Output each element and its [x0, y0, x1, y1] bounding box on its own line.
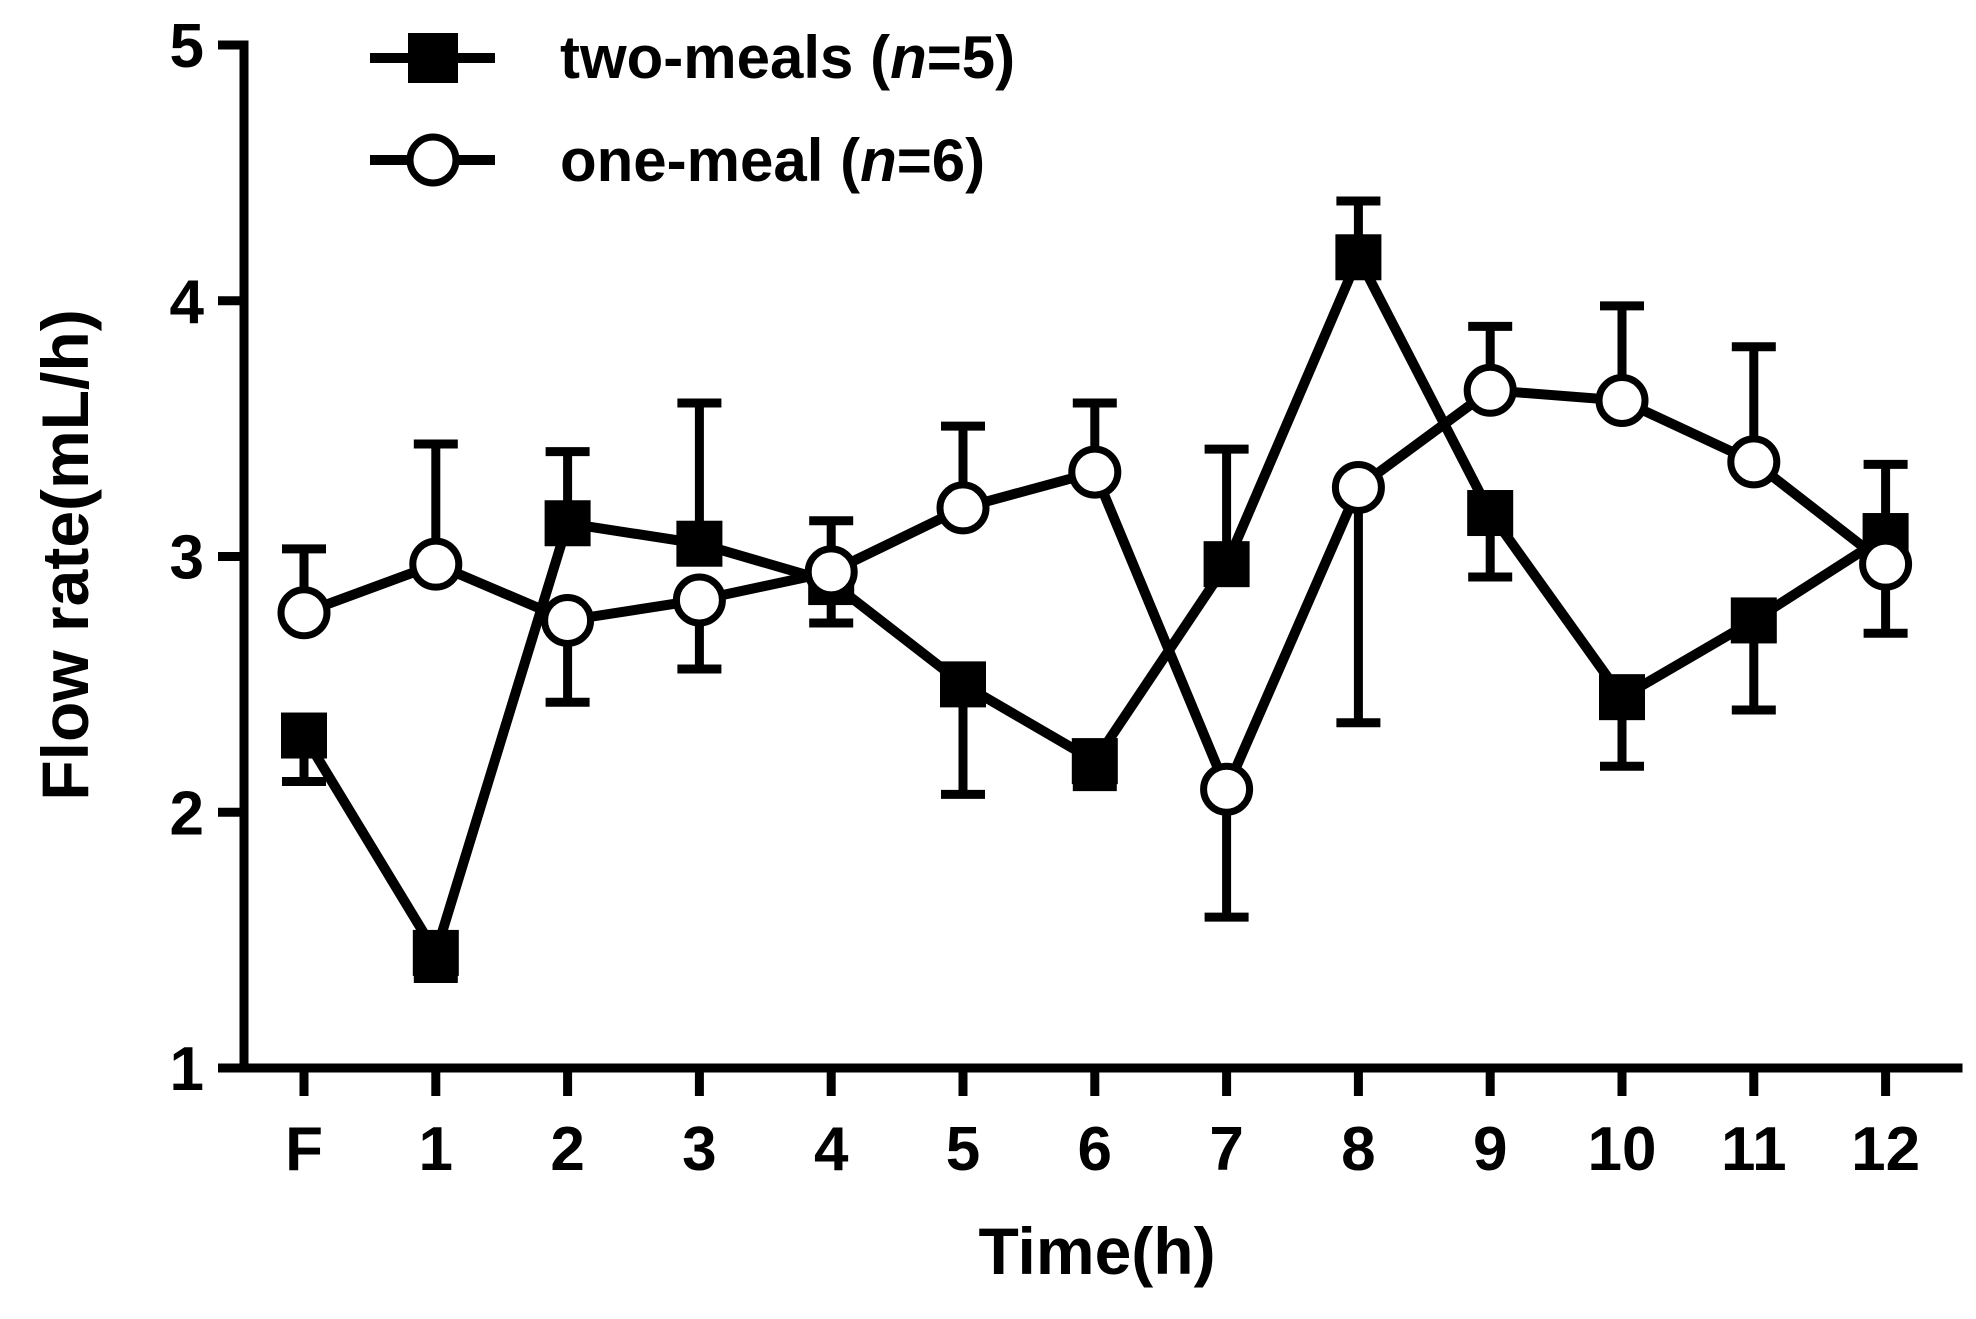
legend-marker-circle: [406, 133, 460, 187]
y-tick-label-1: 1: [170, 1035, 204, 1104]
one-meal-point-5: [936, 481, 990, 535]
two-meals-point-3: [676, 520, 723, 567]
legend: two-meals (n=5) one-meal (n=6): [370, 24, 1015, 194]
legend-name-one-meal: one-meal (: [560, 127, 860, 194]
error-bars-layer: [282, 196, 1908, 983]
legend-marker-square: [408, 33, 458, 83]
legend-count-one-meal: =6): [897, 127, 985, 194]
legend-label-two-meals: two-meals (n=5): [560, 24, 1015, 91]
one-meal-point-8: [1331, 460, 1385, 514]
y-tick-label-2: 2: [170, 779, 204, 848]
x-tick-label-12: 12: [1851, 1115, 1920, 1184]
y-axis-title: Flow rate(mL/h): [28, 309, 102, 800]
x-tick-label-7: 7: [1209, 1115, 1243, 1184]
one-meal-point-1: [409, 537, 463, 591]
one-meal-point-11: [1727, 435, 1781, 489]
legend-entry-two-meals: two-meals (n=5): [370, 24, 1015, 91]
x-tick-label-6: 6: [1078, 1115, 1112, 1184]
legend-n-one-meal: n: [860, 127, 897, 194]
two-meals-point-8: [1335, 234, 1382, 281]
two-meals-point-9: [1467, 490, 1514, 537]
series-lines-layer: [299, 245, 1889, 966]
x-tick-label-5: 5: [946, 1115, 980, 1184]
y-tick-label-3: 3: [170, 524, 204, 593]
two-meals-point-7: [1203, 541, 1250, 588]
legend-n-two-meals: n: [890, 24, 927, 91]
x-axis-title: Time(h): [978, 1214, 1215, 1288]
legend-entry-one-meal: one-meal (n=6): [370, 127, 985, 194]
x-tick-label-2: 2: [550, 1115, 584, 1184]
two-meals-point-5: [940, 661, 986, 708]
two-meals-point-6: [1071, 738, 1118, 785]
x-tick-label-F: F: [285, 1115, 323, 1184]
two-meals-point-10: [1599, 674, 1645, 721]
y-tick-label-4: 4: [170, 268, 205, 337]
x-tick-label-10: 10: [1588, 1115, 1657, 1184]
one-meal-point-6: [1068, 445, 1122, 499]
markers-layer: [277, 234, 1913, 976]
one-meal-point-3: [672, 573, 726, 627]
two-meals-point-2: [544, 500, 591, 547]
one-meal-point-F: [277, 586, 331, 640]
legend-name-two-meals: two-meals (: [560, 24, 890, 91]
x-tick-label-9: 9: [1473, 1115, 1507, 1184]
legend-label-one-meal: one-meal (n=6): [560, 127, 985, 194]
one-meal-point-7: [1200, 762, 1254, 816]
two-meals-point-1: [412, 929, 459, 976]
two-meals-point-11: [1730, 597, 1777, 644]
x-tick-label-3: 3: [682, 1115, 716, 1184]
two-meals-point-F: [281, 712, 327, 759]
x-tick-label-8: 8: [1341, 1115, 1375, 1184]
legend-count-two-meals: =5): [927, 24, 1015, 91]
one-meal-point-4: [804, 545, 858, 599]
x-tick-label-11: 11: [1721, 1115, 1787, 1184]
x-tick-label-1: 1: [419, 1115, 453, 1184]
one-meal-point-12: [1859, 537, 1913, 591]
one-meal-point-10: [1595, 373, 1649, 427]
x-tick-label-4: 4: [814, 1115, 849, 1184]
y-tick-label-5: 5: [170, 12, 204, 81]
one-meal-point-9: [1463, 363, 1517, 417]
one-meal-point-2: [541, 593, 595, 647]
